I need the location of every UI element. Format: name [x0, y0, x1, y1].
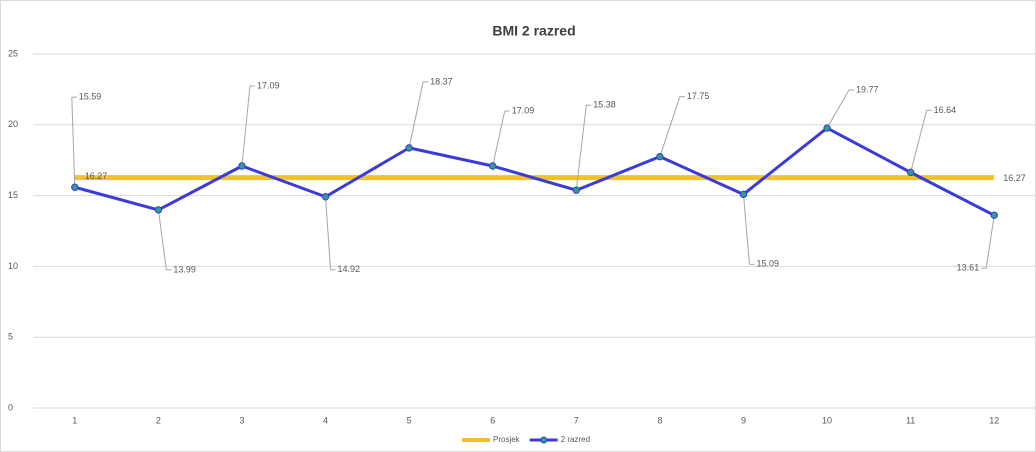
data-label: 16.64 — [934, 105, 957, 115]
legend-label: 2 razred — [561, 435, 590, 444]
marker — [739, 190, 748, 199]
data-label: 13.99 — [173, 264, 196, 274]
marker — [572, 186, 580, 194]
leader-line — [325, 196, 332, 270]
x-tick-label: 12 — [989, 415, 999, 425]
chart-title: BMI 2 razred — [492, 23, 575, 39]
data-label: 17.09 — [512, 105, 535, 115]
data-label: 15.59 — [79, 92, 102, 102]
y-tick-label: 10 — [8, 261, 18, 271]
x-tick-label: 3 — [239, 415, 244, 425]
leader-line — [241, 85, 251, 167]
marker — [823, 124, 831, 132]
leader-line — [71, 97, 76, 188]
x-tick-label: 11 — [906, 415, 915, 425]
data-label: 17.75 — [687, 91, 710, 101]
y-tick-label: 5 — [8, 332, 13, 342]
leader-line — [408, 81, 424, 148]
y-tick-label: 0 — [8, 402, 13, 412]
x-tick-label: 5 — [407, 415, 412, 425]
leader-line — [157, 209, 167, 270]
data-label: 15.09 — [756, 259, 779, 269]
leader-line — [910, 110, 928, 173]
leader-line — [659, 96, 681, 157]
data-label: 14.92 — [338, 264, 361, 274]
x-tick-label: 6 — [490, 415, 495, 425]
x-tick-label: 2 — [156, 415, 161, 425]
leader-line — [985, 215, 995, 269]
x-tick-label: 8 — [657, 415, 662, 425]
leader-line — [826, 89, 850, 129]
marker — [990, 211, 998, 219]
y-tick-label: 20 — [8, 119, 18, 129]
marker — [154, 206, 163, 214]
series-line — [74, 126, 995, 217]
data-label: 16.27 — [1003, 173, 1026, 183]
x-tick-label: 1 — [72, 415, 77, 425]
x-tick-label: 10 — [822, 415, 832, 425]
data-label: 15.38 — [593, 100, 616, 110]
leader-line — [742, 194, 750, 265]
marker — [71, 183, 79, 191]
data-label: 19.77 — [856, 84, 879, 94]
marker — [906, 168, 915, 177]
y-tick-label: 15 — [8, 190, 18, 200]
x-tick-label: 9 — [741, 415, 746, 425]
marker — [321, 193, 330, 201]
data-label: 18.37 — [430, 76, 453, 86]
y-tick-label: 25 — [8, 48, 18, 58]
x-tick-label: 4 — [323, 415, 328, 425]
marker — [405, 144, 413, 152]
legend-marker — [540, 436, 548, 444]
marker — [489, 162, 497, 170]
leader-line — [492, 110, 506, 167]
marker — [656, 152, 664, 161]
x-tick-label: 7 — [574, 415, 579, 425]
data-label: 13.61 — [957, 263, 980, 273]
marker — [238, 162, 246, 170]
legend-label: Prosjek — [493, 435, 521, 444]
leader-line — [575, 105, 587, 191]
data-label: 17.09 — [257, 80, 280, 90]
data-label: 16.27 — [85, 171, 108, 181]
